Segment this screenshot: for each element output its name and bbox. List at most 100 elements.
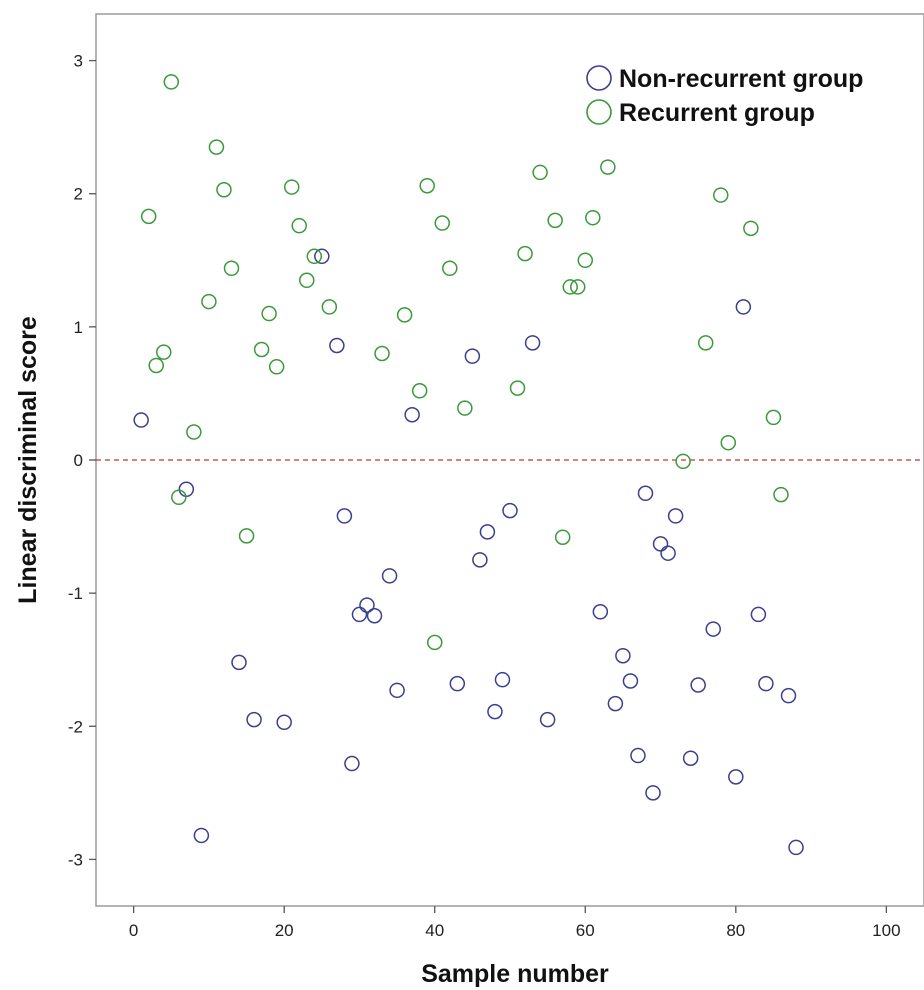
recurrent-point (208, 139, 225, 155)
recurrent-point (765, 409, 782, 426)
recurrent-point (155, 344, 172, 360)
recurrent-point (299, 272, 315, 289)
legend-marker-recurrent (586, 99, 612, 125)
non-recurrent-point (780, 687, 797, 704)
recurrent-point (419, 177, 435, 194)
legend-label-non-recurrent: Non-recurrent group (619, 65, 863, 93)
non-recurrent-point (682, 750, 699, 766)
y-tick-label: -3 (68, 850, 83, 869)
non-recurrent-point (502, 502, 518, 519)
recurrent-point (268, 359, 285, 375)
non-recurrent-point (735, 299, 752, 315)
legend-marker-non-recurrent (586, 65, 612, 91)
recurrent-point (517, 245, 533, 262)
recurrent-point (554, 529, 571, 545)
recurrent-point (216, 181, 232, 198)
x-tick-label: 40 (425, 921, 444, 940)
non-recurrent-point (336, 508, 353, 524)
recurrent-point (773, 486, 789, 503)
recurrent-point (442, 260, 458, 277)
recurrent-point (697, 335, 714, 351)
recurrent-point (585, 209, 601, 226)
non-recurrent-point (539, 711, 556, 728)
x-axis-title: Sample number (421, 960, 609, 988)
non-recurrent-point (133, 412, 149, 428)
recurrent-point (261, 305, 277, 322)
recurrent-point (201, 293, 217, 310)
x-tick-label: 20 (275, 921, 294, 940)
recurrent-point (547, 212, 563, 229)
recurrent-point (509, 380, 526, 396)
y-tick-label: 0 (74, 451, 83, 470)
recurrent-point (600, 159, 616, 175)
recurrent-point (253, 341, 270, 358)
y-tick-label: 1 (74, 318, 83, 337)
non-recurrent-point (592, 604, 609, 620)
recurrent-point (434, 215, 451, 231)
recurrent-point (577, 252, 594, 269)
non-recurrent-point (660, 545, 676, 561)
y-tick-label: 3 (74, 52, 83, 71)
recurrent-point (223, 260, 240, 277)
non-recurrent-point (622, 673, 639, 689)
legend-label-recurrent: Recurrent group (619, 99, 815, 127)
recurrent-point (291, 217, 307, 234)
y-tick-label: -2 (68, 717, 83, 736)
non-recurrent-point (472, 552, 488, 568)
non-recurrent-point (276, 714, 292, 731)
non-recurrent-point (494, 671, 511, 688)
non-recurrent-point (487, 703, 503, 720)
non-recurrent-point (645, 785, 661, 801)
recurrent-point (163, 74, 180, 90)
non-recurrent-point (329, 337, 345, 354)
recurrent-point (720, 434, 737, 451)
recurrent-point (713, 187, 729, 203)
non-recurrent-point (366, 608, 383, 624)
non-recurrent-point (359, 597, 375, 613)
y-tick-label: -1 (68, 584, 83, 603)
non-recurrent-point (705, 621, 721, 637)
non-recurrent-point (607, 695, 624, 712)
non-recurrent-point (246, 711, 262, 728)
recurrent-point (396, 307, 413, 323)
recurrent-point (238, 528, 255, 544)
non-recurrent-point (750, 606, 767, 623)
non-recurrent-point (449, 675, 466, 692)
data-points (133, 74, 804, 856)
non-recurrent-point (231, 654, 247, 671)
recurrent-point (457, 400, 473, 416)
x-tick-label: 100 (872, 921, 900, 940)
recurrent-point (374, 345, 390, 362)
recurrent-point (743, 220, 759, 237)
non-recurrent-point (193, 827, 210, 844)
recurrent-point (562, 279, 578, 295)
non-recurrent-point (690, 677, 706, 693)
x-tick-label: 80 (726, 921, 745, 940)
legend: Non-recurrent group Recurrent group (586, 65, 863, 127)
non-recurrent-point (381, 568, 398, 584)
non-recurrent-point (728, 769, 744, 785)
non-recurrent-point (630, 747, 646, 764)
non-recurrent-point (637, 485, 654, 502)
recurrent-point (171, 489, 187, 506)
recurrent-point (186, 424, 202, 440)
non-recurrent-point (615, 647, 631, 664)
non-recurrent-point (667, 508, 684, 524)
recurrent-point (569, 279, 586, 295)
recurrent-point (306, 248, 323, 265)
non-recurrent-point (652, 536, 669, 552)
recurrent-point (321, 299, 338, 315)
recurrent-point (148, 357, 164, 374)
recurrent-point (283, 179, 300, 195)
recurrent-point (426, 634, 443, 651)
recurrent-point (532, 164, 548, 181)
x-tick-label: 0 (129, 921, 138, 940)
x-tick-label: 60 (576, 921, 595, 940)
non-recurrent-point (344, 755, 360, 772)
non-recurrent-point (351, 606, 368, 623)
y-axis-title: Linear discriminal score (14, 316, 42, 604)
recurrent-point (675, 453, 691, 470)
non-recurrent-point (788, 839, 804, 856)
recurrent-point (411, 383, 428, 399)
